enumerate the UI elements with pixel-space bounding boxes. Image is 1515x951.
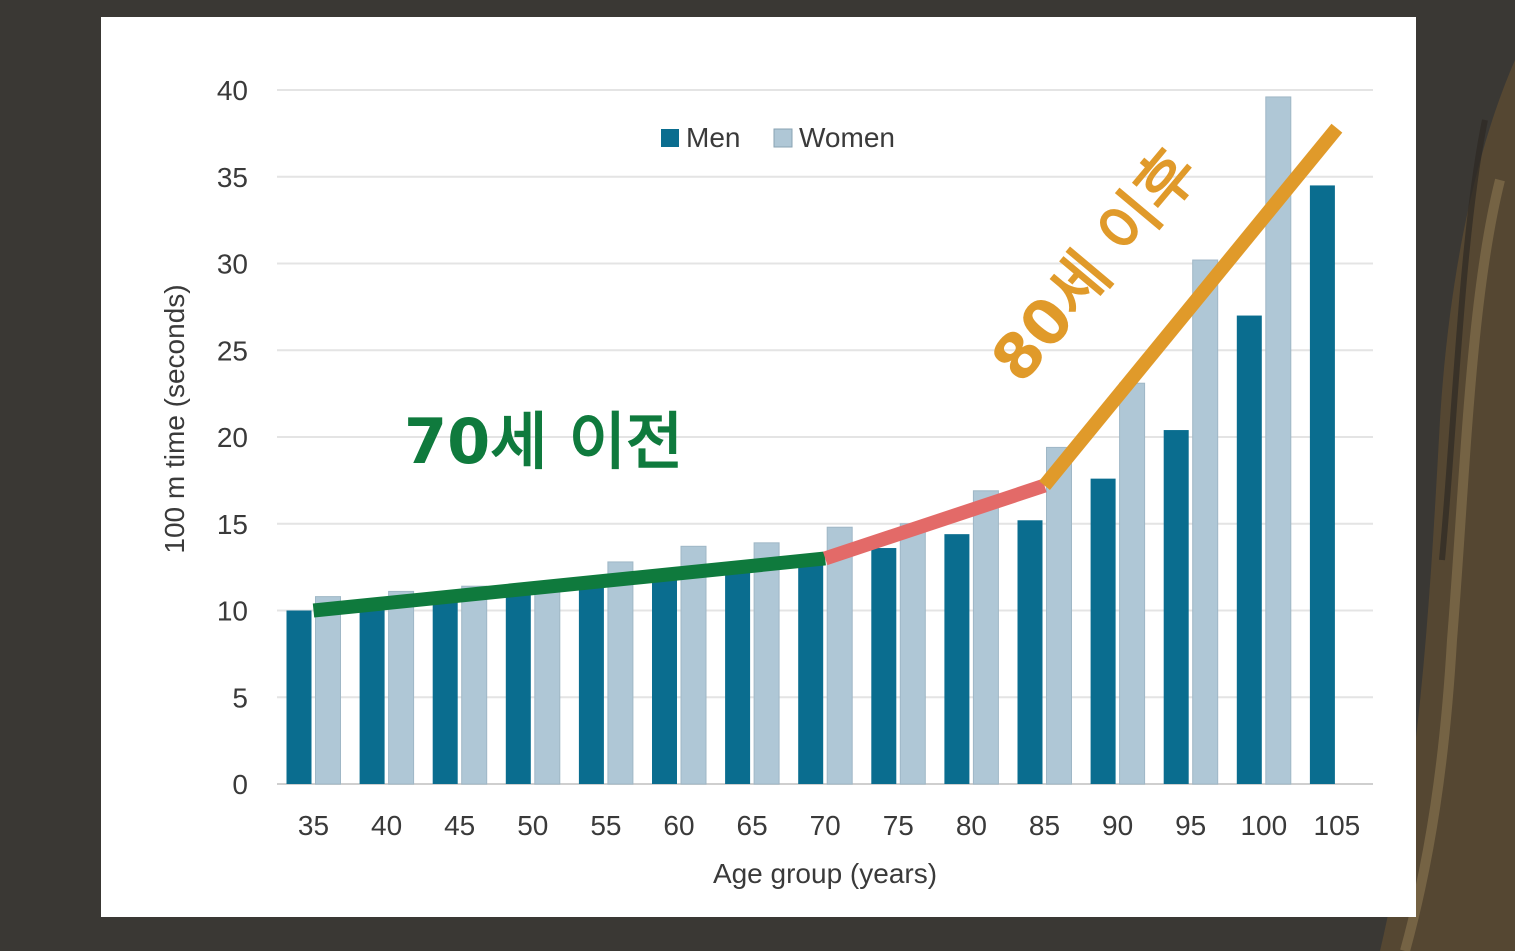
bar-women-60	[680, 545, 707, 785]
bar-men-95	[1163, 430, 1189, 784]
x-tick-label: 65	[737, 810, 768, 841]
bar-men-50	[505, 587, 531, 784]
x-axis-ticks: 35 40 45 50 55 60 65 70 75 80 85 90 95 100 105	[298, 810, 1360, 841]
bar-women-40	[388, 590, 415, 785]
bar-men-90	[1090, 478, 1116, 784]
bar-women-65	[753, 542, 780, 785]
x-tick-label: 90	[1102, 810, 1133, 841]
bar-men-70	[798, 556, 824, 784]
trend-lines	[312, 123, 1343, 618]
x-tick-label: 75	[883, 810, 914, 841]
x-tick-label: 95	[1175, 810, 1206, 841]
legend-swatch-men	[661, 129, 679, 147]
x-tick-label: 50	[517, 810, 548, 841]
chart-panel: 0 5 10 15 20 25 30 35 40 35 40 45 50 55 60 65 70 75 80 85 9…	[101, 17, 1416, 917]
x-tick-label: 45	[444, 810, 475, 841]
bar-men-75	[871, 548, 897, 784]
bar-men-100	[1236, 315, 1262, 784]
y-axis-ticks: 0 5 10 15 20 25 30 35 40	[217, 75, 248, 800]
bar-men-65	[725, 565, 751, 784]
y-tick-label: 10	[217, 596, 248, 627]
y-tick-label: 0	[232, 769, 248, 800]
y-tick-label: 25	[217, 335, 248, 366]
trend-line-0	[312, 551, 826, 618]
bar-women-80	[972, 490, 999, 785]
x-tick-label: 60	[663, 810, 694, 841]
bar-chart: 0 5 10 15 20 25 30 35 40 35 40 45 50 55 60 65 70 75 80 85 9…	[159, 75, 1373, 889]
x-tick-label: 105	[1314, 810, 1361, 841]
bar-women-35	[315, 596, 341, 785]
y-axis-title: 100 m time (seconds)	[159, 284, 190, 553]
y-tick-label: 5	[232, 682, 248, 713]
bar-men-60	[652, 570, 677, 784]
bar-men-45	[432, 594, 458, 784]
bar-women-45	[461, 585, 488, 785]
x-tick-label: 80	[956, 810, 987, 841]
annotation-before-70: 70세 이전	[404, 405, 683, 478]
annotation-after-80: 80세 이후	[977, 135, 1212, 396]
trend-line-1	[822, 478, 1047, 566]
gridlines	[277, 89, 1373, 785]
x-tick-label: 35	[298, 810, 329, 841]
bar-women-50	[534, 582, 561, 785]
y-tick-label: 30	[217, 249, 248, 280]
trend-line-2	[1039, 123, 1343, 491]
legend-swatch-women	[773, 128, 793, 148]
bar-men-80	[944, 534, 970, 784]
y-tick-label: 20	[217, 422, 248, 453]
bar-men-105	[1309, 185, 1335, 785]
x-tick-label: 85	[1029, 810, 1060, 841]
bar-women-90	[1119, 382, 1146, 785]
bar-men-35	[286, 610, 312, 784]
bars	[286, 96, 1335, 785]
x-tick-label: 100	[1240, 810, 1287, 841]
bar-women-95	[1192, 259, 1219, 785]
legend-label-men: Men	[686, 122, 740, 153]
bar-men-40	[359, 603, 385, 784]
bar-women-85	[1046, 446, 1072, 785]
y-tick-label: 35	[217, 162, 248, 193]
legend: Men Women	[661, 122, 895, 153]
bar-men-55	[578, 579, 604, 784]
x-tick-label: 55	[590, 810, 621, 841]
x-tick-label: 70	[810, 810, 841, 841]
y-tick-label: 40	[217, 75, 248, 106]
bar-women-55	[607, 561, 634, 785]
y-tick-label: 15	[217, 509, 248, 540]
bar-women-70	[826, 526, 853, 785]
x-tick-label: 40	[371, 810, 402, 841]
legend-label-women: Women	[799, 122, 895, 153]
bar-women-75	[899, 523, 926, 785]
x-axis-title: Age group (years)	[713, 858, 937, 889]
bar-men-85	[1017, 520, 1043, 784]
